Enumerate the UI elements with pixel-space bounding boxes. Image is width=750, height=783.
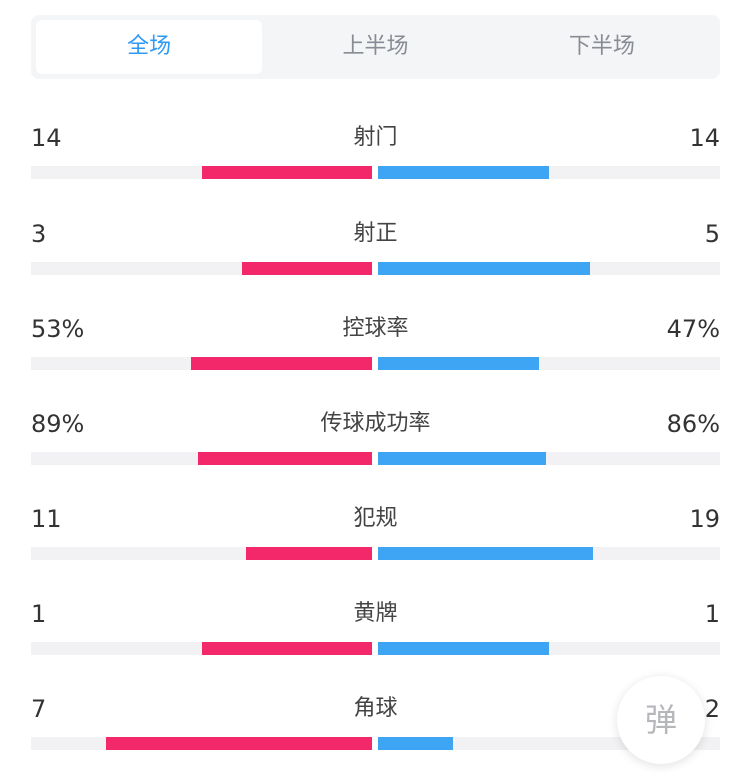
away-value: 1 bbox=[704, 600, 720, 628]
period-tabs: 全场 上半场 下半场 bbox=[31, 15, 720, 79]
stat-row: 89% 传球成功率 86% bbox=[31, 408, 720, 468]
home-bar bbox=[201, 642, 372, 655]
away-bar-track bbox=[378, 357, 720, 370]
home-value: 53% bbox=[31, 315, 85, 343]
home-bar-track bbox=[31, 357, 372, 370]
home-bar-track bbox=[31, 737, 372, 750]
home-value: 89% bbox=[31, 410, 85, 438]
home-value: 3 bbox=[31, 220, 47, 248]
tab-second-half[interactable]: 下半场 bbox=[568, 34, 635, 59]
stat-name: 角球 bbox=[353, 696, 398, 721]
stat-name: 传球成功率 bbox=[320, 411, 431, 436]
away-bar bbox=[378, 737, 454, 750]
stat-row: 3 射正 5 bbox=[31, 218, 720, 278]
stat-row: 14 射门 14 bbox=[31, 122, 720, 182]
away-value: 86% bbox=[666, 410, 720, 438]
tab-first-half[interactable]: 上半场 bbox=[342, 34, 409, 59]
home-bar-track bbox=[31, 547, 372, 560]
away-bar-track bbox=[378, 166, 720, 179]
home-bar bbox=[191, 357, 372, 370]
home-bar-track bbox=[31, 262, 372, 275]
stat-name: 控球率 bbox=[342, 316, 409, 341]
away-bar-track bbox=[378, 547, 720, 560]
stat-name: 射门 bbox=[353, 125, 398, 150]
home-value: 14 bbox=[31, 124, 62, 152]
away-value: 5 bbox=[704, 220, 720, 248]
home-value: 11 bbox=[31, 505, 62, 533]
away-bar-track bbox=[378, 642, 720, 655]
home-bar bbox=[245, 547, 372, 560]
stat-name: 黄牌 bbox=[353, 601, 398, 626]
away-bar-track bbox=[378, 262, 720, 275]
away-bar bbox=[378, 357, 539, 370]
home-bar-track bbox=[31, 452, 372, 465]
stat-name: 犯规 bbox=[353, 506, 398, 531]
away-value: 19 bbox=[689, 505, 720, 533]
stat-row: 53% 控球率 47% bbox=[31, 313, 720, 373]
home-value: 1 bbox=[31, 600, 47, 628]
stat-name: 射正 bbox=[353, 221, 398, 246]
home-bar-track bbox=[31, 166, 372, 179]
away-bar bbox=[378, 642, 549, 655]
home-bar bbox=[106, 737, 372, 750]
away-bar bbox=[378, 262, 591, 275]
home-bar bbox=[201, 166, 372, 179]
stat-row: 11 犯规 19 bbox=[31, 503, 720, 563]
away-bar bbox=[378, 166, 549, 179]
home-bar bbox=[198, 452, 372, 465]
away-bar bbox=[378, 547, 594, 560]
away-bar bbox=[378, 452, 546, 465]
home-bar-track bbox=[31, 642, 372, 655]
home-bar bbox=[242, 262, 372, 275]
away-bar-track bbox=[378, 452, 720, 465]
tab-full-match[interactable]: 全场 bbox=[36, 20, 263, 74]
stat-row: 1 黄牌 1 bbox=[31, 598, 720, 658]
away-value: 2 bbox=[704, 695, 720, 723]
away-value: 14 bbox=[689, 124, 720, 152]
danmaku-button[interactable]: 弹 bbox=[617, 676, 705, 764]
home-value: 7 bbox=[31, 695, 47, 723]
away-value: 47% bbox=[666, 315, 720, 343]
